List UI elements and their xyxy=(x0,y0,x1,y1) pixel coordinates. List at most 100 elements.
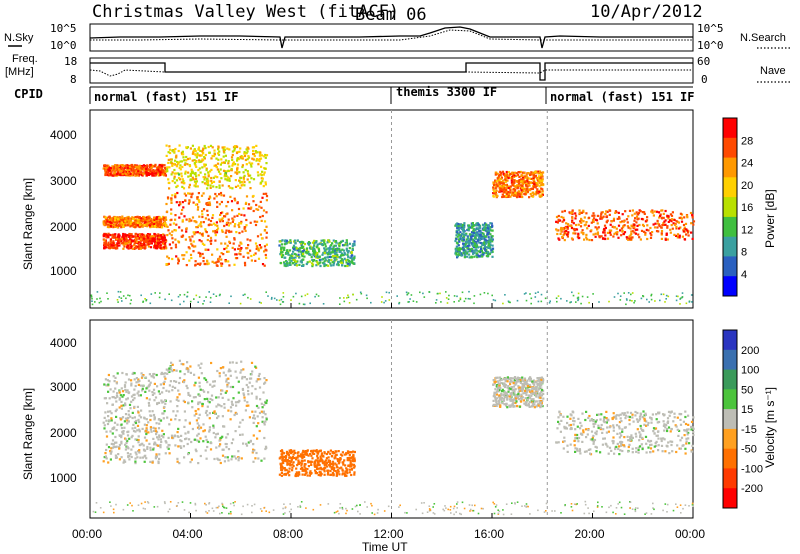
velocity-cell xyxy=(197,401,200,404)
velocity-cell xyxy=(178,359,181,362)
power-cell xyxy=(455,237,458,241)
power-cell xyxy=(217,170,221,173)
power-cell xyxy=(165,218,168,221)
power-panel: 4000 3000 2000 1000 Slant Range [km] xyxy=(21,109,696,309)
power-cell xyxy=(216,162,220,165)
power-cell xyxy=(504,173,507,176)
power-cell xyxy=(118,244,121,247)
power-cell xyxy=(556,229,559,232)
power-cell xyxy=(139,239,143,242)
power-cell xyxy=(577,232,580,235)
power-cell xyxy=(351,247,354,250)
power-cell xyxy=(139,168,142,171)
power-cell xyxy=(159,234,163,238)
power-cell xyxy=(311,263,315,266)
power-cell xyxy=(259,157,263,160)
power-cell xyxy=(248,181,251,184)
power-cell xyxy=(110,218,113,221)
velocity-cell xyxy=(191,400,194,403)
power-cell xyxy=(250,165,253,168)
power-cell xyxy=(292,246,295,249)
power-cell xyxy=(503,195,506,198)
power-cell xyxy=(370,301,372,304)
power-cell xyxy=(537,178,540,181)
power-cell xyxy=(347,255,350,258)
power-cell xyxy=(140,246,143,249)
power-cell xyxy=(225,175,228,178)
velocity-cell xyxy=(194,409,197,413)
velocity-cell xyxy=(151,461,154,464)
power-cell xyxy=(415,301,418,303)
power-cell xyxy=(142,215,145,219)
power-cell xyxy=(160,164,163,168)
velocity-cell xyxy=(187,401,190,404)
power-cell xyxy=(221,184,224,187)
power-cell xyxy=(678,234,681,237)
power-cell xyxy=(408,301,410,303)
velocity-cell xyxy=(162,386,165,390)
power-cell xyxy=(580,302,582,305)
power-cell xyxy=(233,238,236,241)
power-cell xyxy=(108,247,111,250)
power-cell xyxy=(102,235,105,238)
power-cell xyxy=(487,230,491,233)
power-cell xyxy=(260,246,263,249)
velocity-cell xyxy=(205,457,208,460)
power-cell xyxy=(125,164,128,167)
velocity-cell xyxy=(217,458,220,461)
velocity-cell xyxy=(186,442,189,446)
power-cell xyxy=(606,237,610,240)
power-cell xyxy=(114,235,117,238)
velocity-cell xyxy=(118,434,121,437)
power-cell xyxy=(205,180,208,183)
power-cell xyxy=(486,241,489,244)
power-cell xyxy=(195,221,198,224)
power-cell xyxy=(458,240,461,243)
power-cell xyxy=(166,196,170,199)
power-cell xyxy=(224,231,227,234)
power-cell xyxy=(258,301,261,304)
power-cell xyxy=(575,301,577,303)
power-cell xyxy=(612,235,615,238)
power-cell xyxy=(557,237,560,240)
power-cell xyxy=(470,238,473,241)
power-cell xyxy=(190,168,193,171)
power-cell xyxy=(188,200,191,203)
power-cell xyxy=(144,246,147,249)
power-cell xyxy=(246,178,249,181)
velocity-cell xyxy=(163,380,166,383)
velocity-cell xyxy=(177,399,180,402)
power-cell xyxy=(539,195,542,198)
power-cell xyxy=(307,250,310,253)
velocity-cell xyxy=(201,405,204,408)
velocity-cell xyxy=(114,376,117,379)
power-cell xyxy=(102,220,105,223)
velocity-cell xyxy=(189,394,192,397)
power-cell xyxy=(332,245,335,249)
velocity-cell xyxy=(223,406,226,409)
power-cell xyxy=(119,222,122,225)
power-cell xyxy=(315,293,318,296)
power-cell xyxy=(142,237,146,240)
power-cell xyxy=(157,174,160,177)
velocity-cell xyxy=(255,451,258,455)
power-cell xyxy=(472,246,475,249)
velocity-cell xyxy=(224,442,227,446)
velocity-cell xyxy=(110,417,113,420)
velocity-cell xyxy=(206,397,209,400)
power-cell xyxy=(216,224,219,227)
power-cell xyxy=(409,298,411,300)
power-cell xyxy=(114,168,117,171)
power-cell xyxy=(134,235,137,238)
velocity-cell xyxy=(226,385,229,388)
power-cell xyxy=(685,302,688,305)
velocity-cell xyxy=(262,391,265,394)
velocity-cell xyxy=(107,410,110,413)
power-cell xyxy=(228,179,231,182)
power-cell xyxy=(602,231,605,234)
power-cell xyxy=(294,260,298,263)
power-cell xyxy=(247,155,250,158)
velocity-cell xyxy=(236,400,240,404)
velocity-cell xyxy=(176,410,179,413)
velocity-cell xyxy=(205,438,208,441)
